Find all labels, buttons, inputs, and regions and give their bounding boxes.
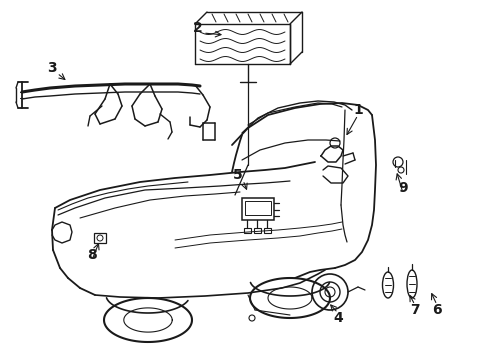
Text: 7: 7 [409,303,419,317]
Text: 5: 5 [233,168,243,182]
Bar [244,201,270,215]
Text: 8: 8 [87,248,97,262]
Bar [264,228,270,233]
Text: 9: 9 [397,181,407,195]
Text: 3: 3 [47,61,57,75]
Text: 1: 1 [352,103,362,117]
Text: 6: 6 [431,303,441,317]
Text: 4: 4 [332,311,342,325]
Bar [242,198,273,220]
Bar [244,228,250,233]
Text: 2: 2 [193,21,203,35]
Bar [253,228,261,233]
Bar [94,233,106,243]
